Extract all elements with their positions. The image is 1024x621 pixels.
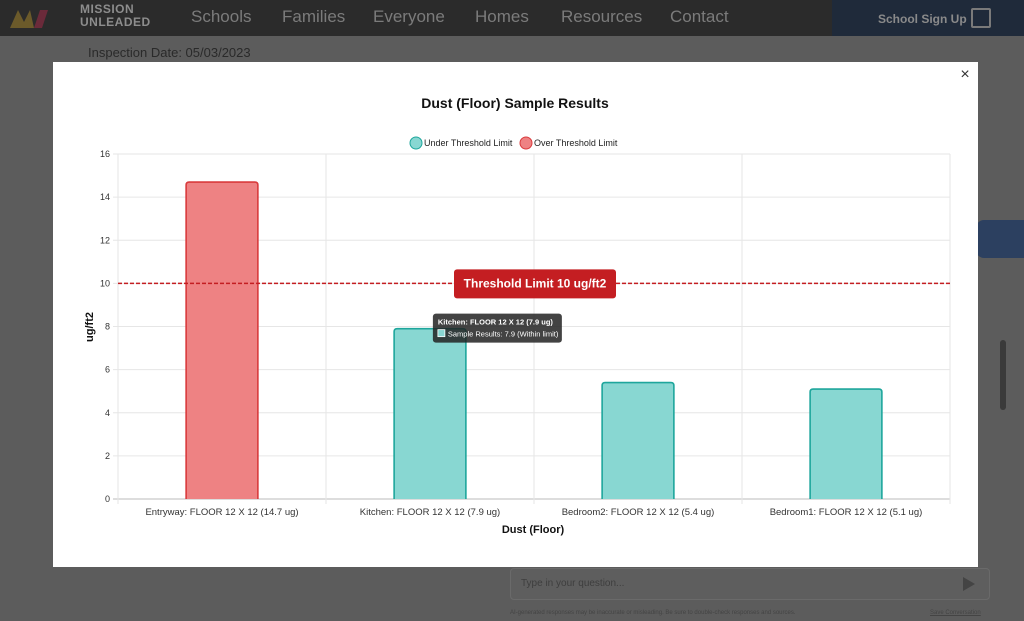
bar-0[interactable] <box>185 181 259 499</box>
bar-3[interactable] <box>809 388 883 499</box>
tooltip-swatch <box>437 329 446 338</box>
legend-over-swatch[interactable] <box>519 136 533 150</box>
legend-under-swatch[interactable] <box>409 136 423 150</box>
top-navigation: MISSION UNLEADED Schools Families Everyo… <box>0 0 1024 36</box>
y-tick-label-4: 4 <box>105 408 110 418</box>
legend-over-label[interactable]: Over Threshold Limit <box>534 138 618 148</box>
legend-under-label[interactable]: Under Threshold Limit <box>424 138 513 148</box>
y-tick-label-8: 8 <box>105 322 110 332</box>
y-tick-label-12: 12 <box>100 235 110 245</box>
y-tick-label-16: 16 <box>100 149 110 159</box>
calendar-icon <box>971 8 991 28</box>
nav-schools[interactable]: Schools <box>191 7 252 26</box>
close-icon[interactable]: × <box>960 66 970 83</box>
brand-name[interactable]: MISSION UNLEADED <box>80 3 151 29</box>
y-tick-label-2: 2 <box>105 451 110 461</box>
tooltip-box <box>432 313 562 343</box>
y-tick-label-10: 10 <box>100 278 110 288</box>
inspection-date: Inspection Date: 05/03/2023 <box>88 45 251 60</box>
y-axis-label: ug/ft2 <box>84 312 96 342</box>
threshold-label: Threshold Limit 10 ug/ft2 <box>464 276 607 290</box>
chart-modal: × Dust (Floor) Sample Results Under Thre… <box>53 62 978 567</box>
save-conversation-link[interactable]: Save Conversation <box>930 610 981 616</box>
brand-line-1: MISSION <box>80 2 135 16</box>
send-icon[interactable] <box>963 577 975 591</box>
chat-placeholder: Type in your question... <box>521 578 625 589</box>
chart-title: Dust (Floor) Sample Results <box>421 95 609 111</box>
x-tick-label-0: Entryway: FLOOR 12 X 12 (14.7 ug) <box>145 507 298 518</box>
y-tick-label-6: 6 <box>105 365 110 375</box>
school-signup-label: School Sign Up <box>878 12 967 26</box>
nav-resources[interactable]: Resources <box>561 7 643 26</box>
school-signup-button[interactable]: School Sign Up <box>832 0 1024 36</box>
chat-input[interactable]: Type in your question... <box>510 568 990 600</box>
dust-floor-chart: Dust (Floor) Sample Results Under Thresh… <box>84 95 951 536</box>
nav-families[interactable]: Families <box>282 7 346 26</box>
bar-2[interactable] <box>601 381 675 499</box>
brand-line-2: UNLEADED <box>80 15 151 29</box>
background-scrollbar[interactable] <box>1000 340 1006 410</box>
y-tick-label-0: 0 <box>105 494 110 504</box>
x-tick-label-1: Kitchen: FLOOR 12 X 12 (7.9 ug) <box>360 507 500 518</box>
nav-contact[interactable]: Contact <box>670 7 729 26</box>
nav-homes[interactable]: Homes <box>475 7 529 26</box>
threshold-label-box <box>454 269 616 299</box>
y-tick-label-14: 14 <box>100 192 110 202</box>
nav-everyone[interactable]: Everyone <box>373 7 445 26</box>
tooltip-title: Kitchen: FLOOR 12 X 12 (7.9 ug) <box>438 318 554 327</box>
side-tab[interactable] <box>976 220 1024 258</box>
x-tick-label-2: Bedroom2: FLOOR 12 X 12 (5.4 ug) <box>562 507 715 518</box>
x-axis-label: Dust (Floor) <box>502 524 565 536</box>
mission-unleaded-logo-icon[interactable] <box>4 6 50 30</box>
tooltip-body: Sample Results: 7.9 (Within limit) <box>448 330 559 339</box>
bar-1[interactable] <box>393 327 467 499</box>
chat-disclaimer: AI-generated responses may be inaccurate… <box>510 610 796 616</box>
x-tick-label-3: Bedroom1: FLOOR 12 X 12 (5.1 ug) <box>770 507 923 518</box>
